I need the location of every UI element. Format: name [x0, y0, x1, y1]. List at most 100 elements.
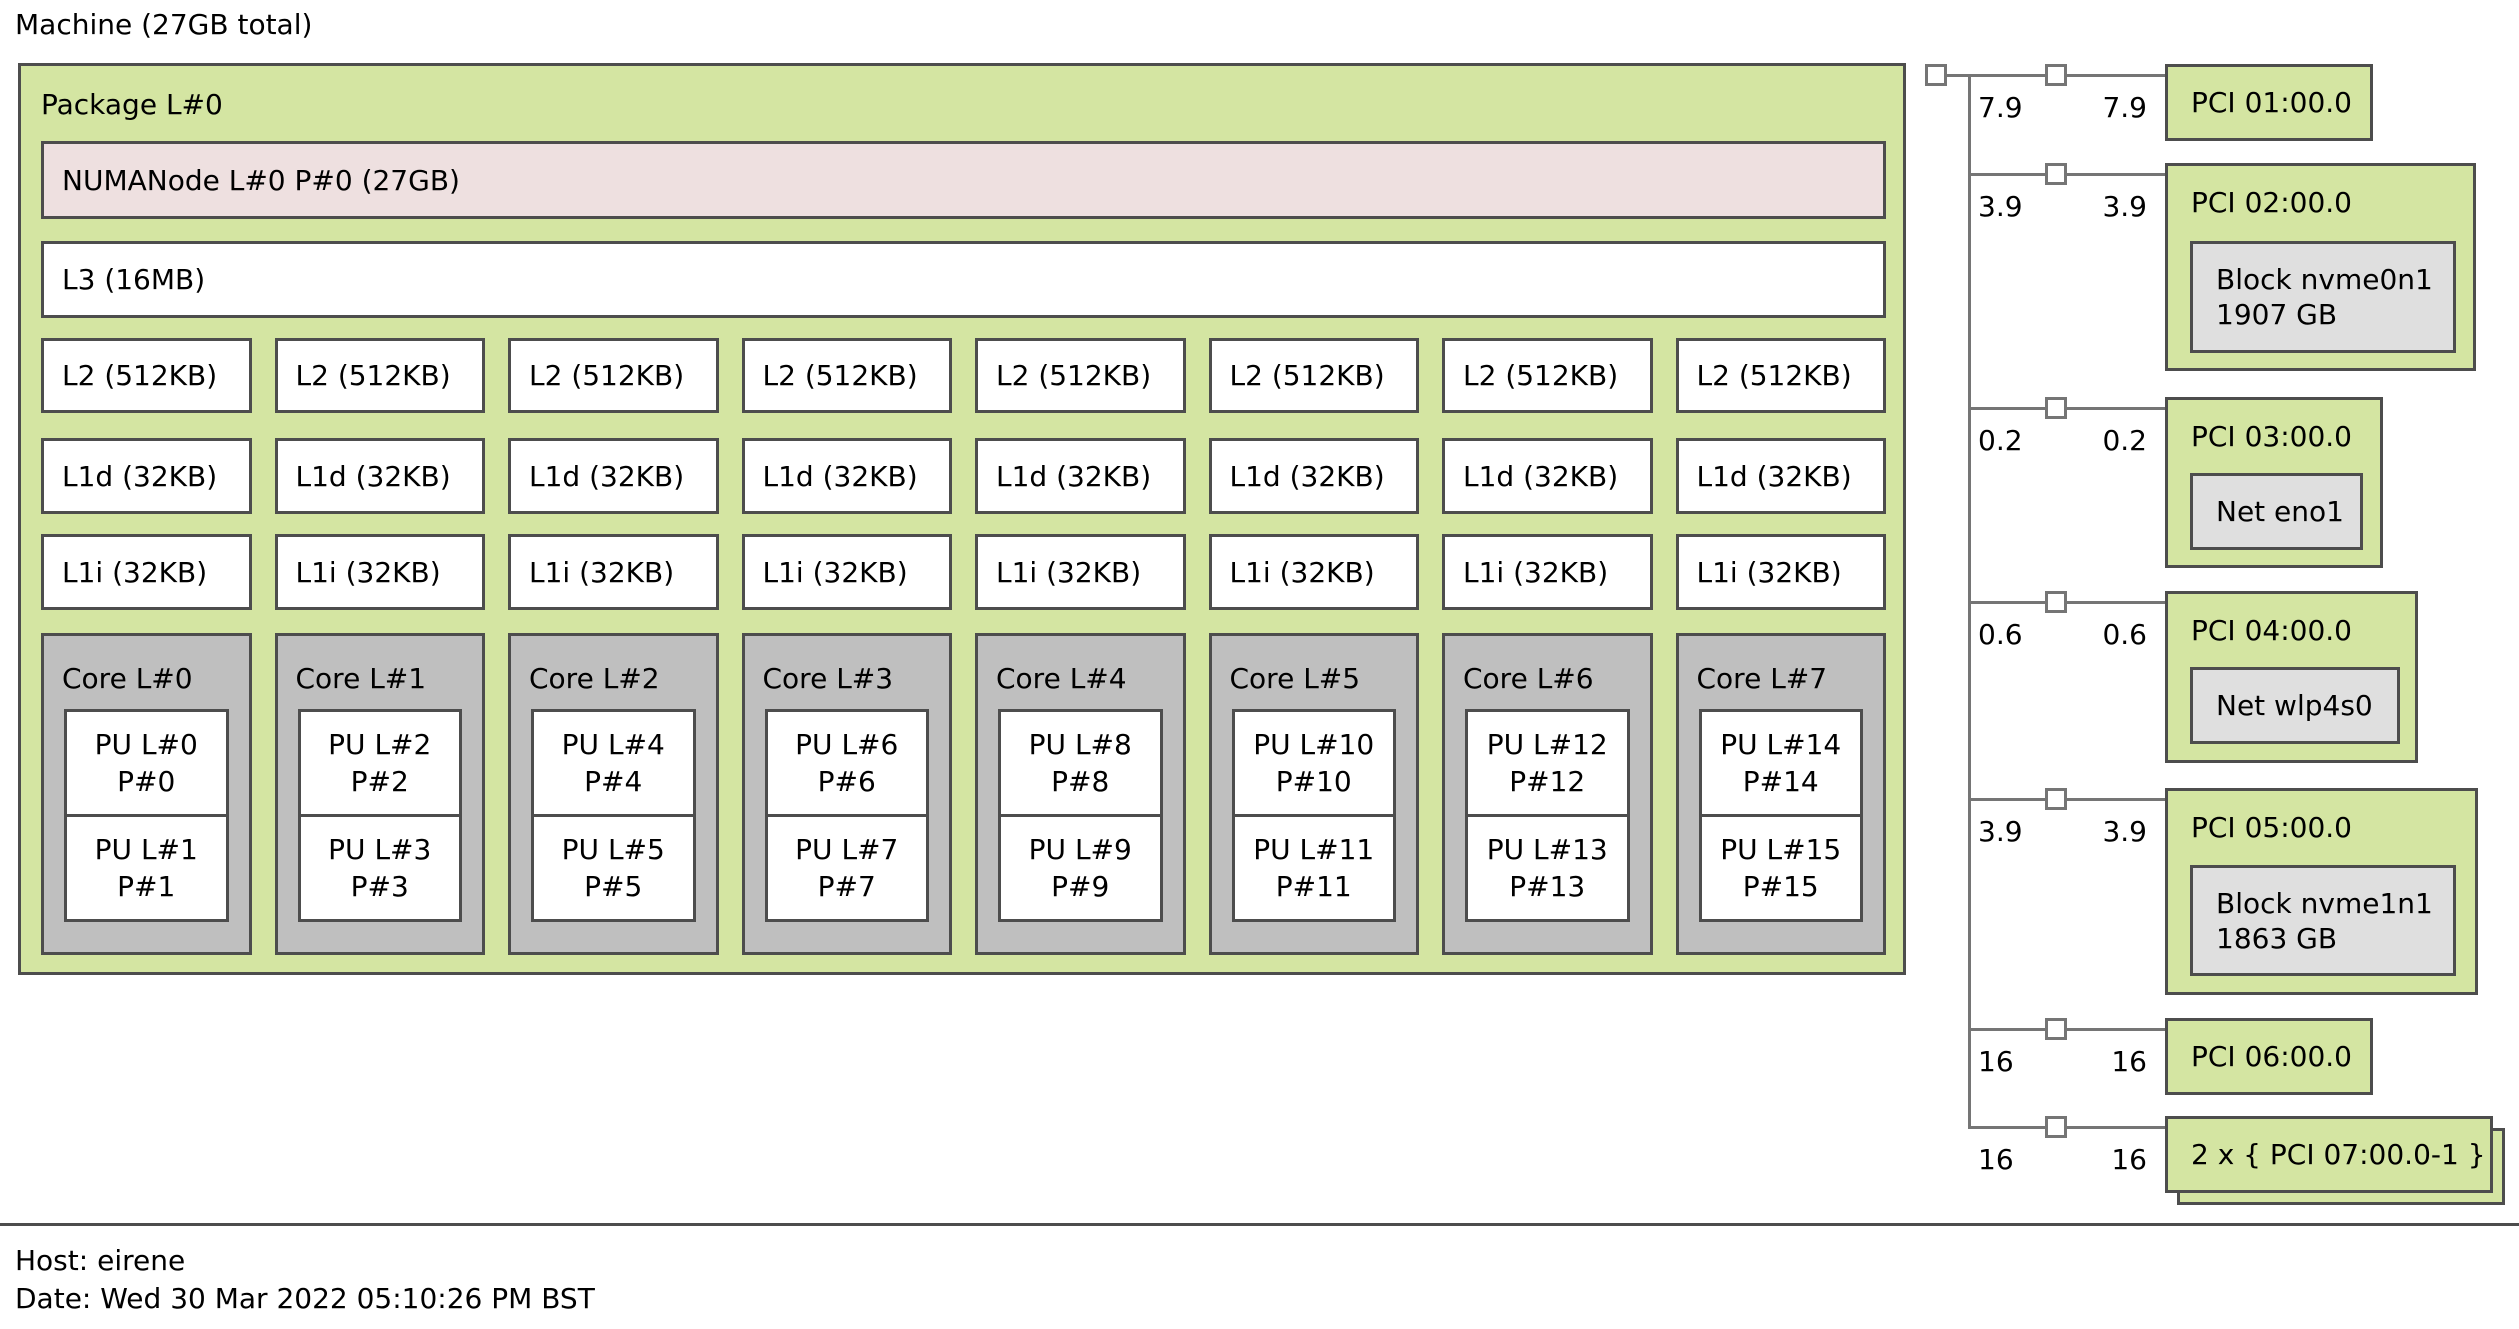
l1d-cache-label: L1d (32KB): [295, 459, 451, 493]
pu-physical-label: P#3: [350, 870, 409, 903]
pu-physical-label: P#0: [117, 765, 176, 798]
core-box: Core L#6 PU L#12 P#12 PU L#13 P#13: [1442, 633, 1653, 955]
block-device-name: Block nvme0n1: [2216, 263, 2433, 296]
link-speed-left: 7.9: [1978, 91, 2023, 124]
core-label: Core L#3: [762, 662, 894, 695]
pu-physical-label: P#6: [817, 765, 876, 798]
pu-physical-label: P#9: [1051, 870, 1110, 903]
core-box: Core L#7 PU L#14 P#14 PU L#15 P#15: [1675, 633, 1886, 955]
pu-box: PU L#3 P#3: [297, 814, 462, 922]
l2-cache-label: L2 (512KB): [62, 359, 218, 392]
pu-logical-label: PU L#0: [94, 728, 198, 761]
pu-logical-label: PU L#7: [795, 833, 899, 866]
core-box: Core L#3 PU L#6 P#6 PU L#7 P#7: [741, 633, 952, 955]
pu-box: PU L#11 P#11: [1231, 814, 1396, 922]
link-speed-right: 16: [2111, 1143, 2147, 1176]
pci-branch-line: [1969, 173, 2165, 176]
l1d-cache-label: L1d (32KB): [1229, 459, 1385, 493]
l1i-cache-box: L1i (32KB): [975, 534, 1186, 610]
block-device-box: Block nvme0n1 1907 GB: [2190, 241, 2456, 353]
l2-cache-label: L2 (512KB): [529, 359, 685, 392]
numa-node-box: NUMANode L#0 P#0 (27GB): [41, 141, 1886, 219]
pu-logical-label: PU L#3: [328, 833, 432, 866]
pu-logical-label: PU L#15: [1720, 833, 1842, 866]
pu-box: PU L#2 P#2: [297, 709, 462, 817]
l2-cache-label: L2 (512KB): [996, 359, 1152, 392]
link-speed-right: 3.9: [2102, 190, 2147, 223]
legend-separator: [0, 1223, 2519, 1226]
pci-bridge-square: [2045, 788, 2067, 810]
pu-box: PU L#10 P#10: [1231, 709, 1396, 817]
block-device-box: Block nvme1n1 1863 GB: [2190, 865, 2456, 976]
l2-cache-box: L2 (512KB): [1675, 338, 1886, 413]
l1i-cache-label: L1i (32KB): [1696, 555, 1842, 589]
l1d-cache-label: L1d (32KB): [762, 459, 918, 493]
pu-box: PU L#7 P#7: [764, 814, 929, 922]
core-box: Core L#5 PU L#10 P#10 PU L#11 P#11: [1208, 633, 1419, 955]
l1d-cache-label: L1d (32KB): [996, 459, 1152, 493]
pu-physical-label: P#12: [1509, 765, 1586, 798]
pci-branch-line: [1969, 407, 2165, 410]
pu-physical-label: P#8: [1051, 765, 1110, 798]
l2-cache-label: L2 (512KB): [1696, 359, 1852, 392]
pu-physical-label: P#10: [1275, 765, 1352, 798]
l1d-cache-box: L1d (32KB): [274, 438, 485, 514]
pu-logical-label: PU L#6: [795, 728, 899, 761]
link-speed-left: 3.9: [1978, 815, 2023, 848]
net-device-name: Net wlp4s0: [2216, 689, 2373, 722]
pci-device-box: PCI 03:00.0 Net eno1: [2165, 397, 2383, 568]
package-box: Package L#0 NUMANode L#0 P#0 (27GB) L3 (…: [18, 63, 1906, 975]
l2-cache-label: L2 (512KB): [762, 359, 918, 392]
link-speed-left: 0.6: [1978, 618, 2023, 651]
core-box: Core L#0 PU L#0 P#0 PU L#1 P#1: [41, 633, 252, 955]
pci-device-box: PCI 05:00.0 Block nvme1n1 1863 GB: [2165, 788, 2478, 995]
link-speed-right: 0.2: [2102, 424, 2147, 457]
pu-logical-label: PU L#5: [561, 833, 665, 866]
core-label: Core L#0: [62, 662, 193, 695]
pu-physical-label: P#13: [1509, 870, 1586, 903]
l2-cache-label: L2 (512KB): [295, 359, 451, 392]
l1i-cache-label: L1i (32KB): [295, 555, 441, 589]
pci-device-box: PCI 01:00.0: [2165, 64, 2373, 141]
block-device-size: 1907 GB: [2216, 298, 2338, 331]
pu-physical-label: P#15: [1742, 870, 1819, 903]
pu-physical-label: P#1: [117, 870, 176, 903]
pu-logical-label: PU L#8: [1028, 728, 1132, 761]
pu-physical-label: P#5: [584, 870, 643, 903]
pu-box: PU L#13 P#13: [1465, 814, 1630, 922]
l2-cache-box: L2 (512KB): [1208, 338, 1419, 413]
pu-stack: PU L#14 P#14 PU L#15 P#15: [1698, 709, 1863, 922]
link-speed-right: 0.6: [2102, 618, 2147, 651]
legend: Host: eirene Date: Wed 30 Mar 2022 05:10…: [15, 1242, 595, 1318]
l1d-cache-box: L1d (32KB): [1675, 438, 1886, 514]
l3-cache-box: L3 (16MB): [41, 241, 1886, 318]
l1d-cache-label: L1d (32KB): [1696, 459, 1852, 493]
pu-box: PU L#8 P#8: [998, 709, 1163, 817]
pci-bridge-square: [2045, 1018, 2067, 1040]
pci-bridge-square: [2045, 1116, 2067, 1138]
pu-physical-label: P#14: [1742, 765, 1819, 798]
core-box: Core L#2 PU L#4 P#4 PU L#5 P#5: [508, 633, 719, 955]
link-speed-left: 3.9: [1978, 190, 2023, 223]
l2-cache-label: L2 (512KB): [1229, 359, 1385, 392]
legend-date: Date: Wed 30 Mar 2022 05:10:26 PM BST: [15, 1282, 595, 1315]
pci-branch-line: [1969, 1028, 2165, 1031]
l1i-cache-label: L1i (32KB): [529, 555, 675, 589]
pu-stack: PU L#6 P#6 PU L#7 P#7: [764, 709, 929, 922]
l1d-cache-box: L1d (32KB): [741, 438, 952, 514]
pu-physical-label: P#11: [1275, 870, 1352, 903]
pu-box: PU L#6 P#6: [764, 709, 929, 817]
l1d-cache-label: L1d (32KB): [529, 459, 685, 493]
l2-cache-box: L2 (512KB): [41, 338, 252, 413]
l1d-cache-box: L1d (32KB): [1208, 438, 1419, 514]
l1i-cache-label: L1i (32KB): [62, 555, 208, 589]
pu-logical-label: PU L#9: [1028, 833, 1132, 866]
core-box: Core L#1 PU L#2 P#2 PU L#3 P#3: [274, 633, 485, 955]
l1i-cache-label: L1i (32KB): [762, 555, 908, 589]
l2-cache-box: L2 (512KB): [741, 338, 952, 413]
pu-stack: PU L#0 P#0 PU L#1 P#1: [64, 709, 229, 922]
pu-box: PU L#1 P#1: [64, 814, 229, 922]
pci-device-box: PCI 06:00.0: [2165, 1018, 2373, 1095]
pci-branch-line: [1969, 601, 2165, 604]
